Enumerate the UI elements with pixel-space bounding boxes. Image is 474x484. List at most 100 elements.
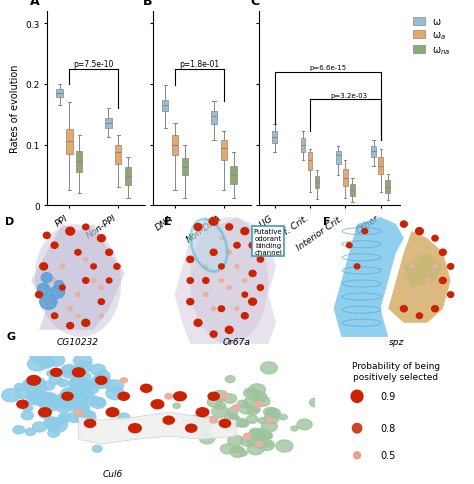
Circle shape — [51, 242, 58, 249]
Circle shape — [439, 278, 446, 284]
Circle shape — [96, 377, 107, 384]
PathPatch shape — [76, 151, 82, 172]
Circle shape — [418, 251, 421, 255]
Circle shape — [253, 407, 260, 412]
Circle shape — [17, 400, 28, 408]
Circle shape — [259, 440, 274, 451]
Circle shape — [106, 387, 124, 400]
Circle shape — [240, 451, 247, 456]
Circle shape — [41, 357, 55, 367]
Circle shape — [76, 410, 96, 424]
Circle shape — [229, 414, 236, 419]
Circle shape — [91, 264, 96, 270]
Circle shape — [242, 292, 247, 298]
Circle shape — [266, 418, 273, 423]
Circle shape — [225, 413, 238, 423]
Polygon shape — [334, 218, 404, 337]
PathPatch shape — [115, 145, 121, 165]
Circle shape — [106, 278, 112, 284]
Circle shape — [213, 391, 228, 402]
Circle shape — [86, 411, 95, 418]
Circle shape — [187, 257, 194, 263]
Circle shape — [47, 354, 64, 366]
Circle shape — [221, 394, 229, 399]
Circle shape — [74, 393, 87, 403]
Circle shape — [425, 286, 429, 289]
PathPatch shape — [66, 130, 73, 154]
Circle shape — [55, 281, 64, 289]
Circle shape — [190, 415, 206, 426]
PathPatch shape — [125, 167, 131, 186]
Circle shape — [45, 402, 58, 411]
Circle shape — [76, 389, 94, 401]
Text: C: C — [250, 0, 259, 8]
Circle shape — [244, 388, 258, 398]
Circle shape — [410, 293, 414, 297]
Text: CG10232: CG10232 — [57, 337, 99, 347]
Circle shape — [63, 403, 73, 409]
Circle shape — [211, 307, 216, 311]
Circle shape — [187, 299, 194, 305]
Circle shape — [41, 273, 52, 283]
Circle shape — [70, 377, 89, 390]
Circle shape — [68, 307, 73, 311]
Circle shape — [254, 430, 265, 439]
PathPatch shape — [315, 177, 319, 189]
Text: G: G — [7, 331, 16, 341]
Circle shape — [62, 393, 73, 400]
Circle shape — [90, 397, 106, 408]
Circle shape — [246, 415, 258, 424]
Circle shape — [98, 235, 105, 242]
Circle shape — [195, 427, 208, 437]
PathPatch shape — [172, 136, 178, 156]
Circle shape — [244, 433, 252, 439]
Circle shape — [230, 422, 238, 427]
Circle shape — [44, 393, 55, 402]
Circle shape — [70, 386, 83, 396]
Circle shape — [249, 271, 256, 277]
Circle shape — [54, 400, 64, 407]
Circle shape — [204, 422, 211, 427]
Circle shape — [432, 236, 438, 242]
Circle shape — [237, 400, 248, 408]
Circle shape — [401, 306, 407, 312]
Circle shape — [71, 367, 79, 374]
Circle shape — [203, 278, 209, 284]
Circle shape — [30, 378, 46, 389]
Circle shape — [264, 413, 279, 424]
Circle shape — [56, 393, 75, 407]
Circle shape — [432, 306, 438, 312]
Ellipse shape — [191, 220, 227, 272]
PathPatch shape — [56, 90, 63, 98]
Circle shape — [51, 398, 65, 408]
Circle shape — [82, 382, 99, 394]
Circle shape — [68, 412, 82, 423]
Circle shape — [194, 319, 202, 327]
Circle shape — [246, 436, 260, 446]
Circle shape — [49, 375, 62, 384]
Circle shape — [2, 389, 20, 402]
Circle shape — [106, 380, 123, 393]
Circle shape — [27, 357, 47, 371]
Text: E: E — [164, 216, 171, 226]
Text: p=3.2e-03: p=3.2e-03 — [330, 92, 367, 98]
Circle shape — [25, 381, 34, 387]
Circle shape — [225, 327, 233, 333]
Circle shape — [92, 445, 102, 452]
Circle shape — [249, 242, 256, 249]
Circle shape — [200, 433, 215, 444]
Circle shape — [219, 264, 224, 270]
Circle shape — [99, 286, 103, 290]
Legend: ω, ω$_a$, ω$_{na}$: ω, ω$_a$, ω$_{na}$ — [413, 17, 451, 57]
Circle shape — [354, 264, 360, 270]
Polygon shape — [79, 412, 236, 444]
Circle shape — [59, 413, 70, 422]
Circle shape — [186, 424, 197, 432]
Polygon shape — [404, 253, 443, 288]
Circle shape — [36, 292, 42, 298]
Circle shape — [75, 409, 83, 415]
Circle shape — [210, 332, 217, 337]
Circle shape — [227, 286, 231, 290]
Circle shape — [351, 391, 363, 403]
Circle shape — [35, 385, 47, 393]
